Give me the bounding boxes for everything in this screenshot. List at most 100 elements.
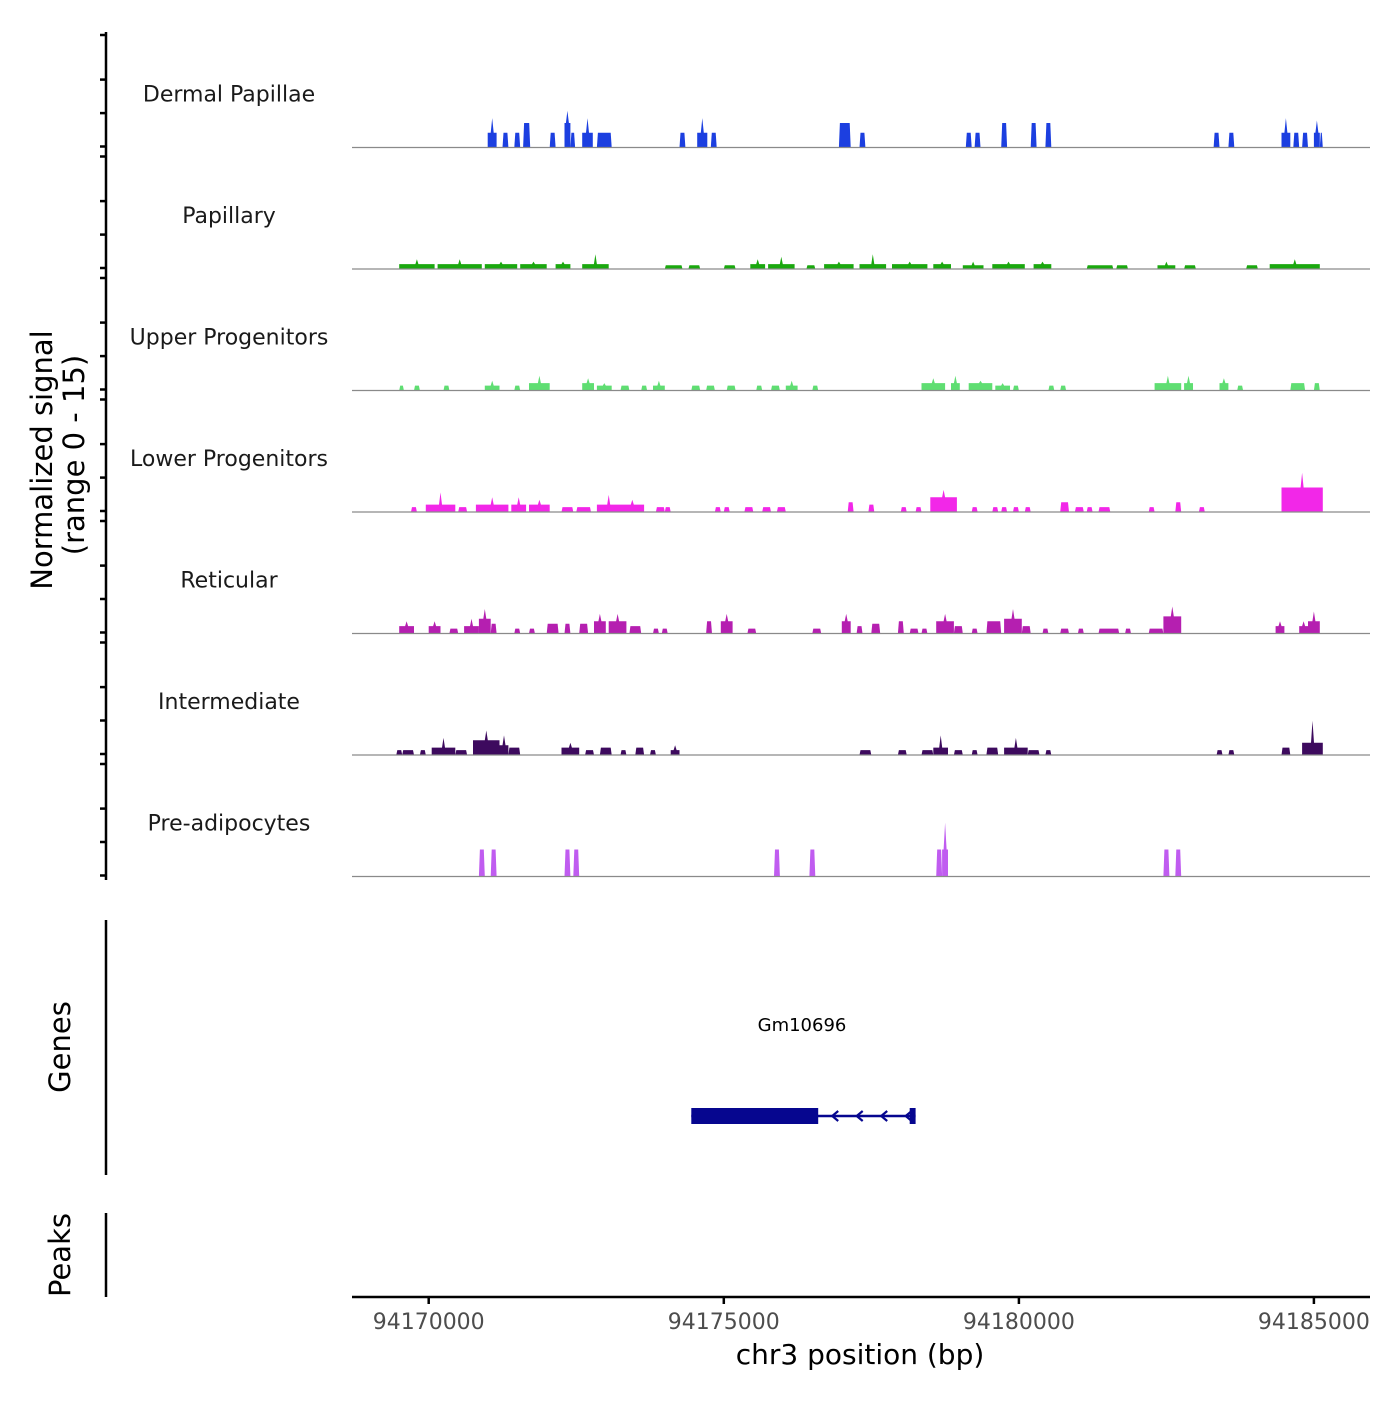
signal-area [859, 132, 866, 148]
signal-area [1275, 621, 1285, 634]
signal-area [776, 507, 786, 512]
x-tick-label: 94175000 [668, 1310, 780, 1335]
signal-area [856, 626, 863, 634]
signal-area [859, 750, 872, 755]
signal-area [664, 265, 683, 269]
signal-area [812, 628, 822, 634]
signal-area [1184, 375, 1193, 391]
signal-area [399, 621, 414, 634]
signal-area [1302, 132, 1308, 148]
signal-area [1060, 502, 1069, 512]
signal-area [771, 385, 780, 391]
signal-area [661, 628, 668, 634]
signal-area [688, 265, 701, 269]
x-tick-label: 94170000 [373, 1310, 485, 1335]
signal-area [1077, 628, 1084, 634]
track-upper-progenitors: Upper Progenitors [130, 326, 1370, 392]
signal-area [921, 628, 928, 634]
signal-area [679, 132, 686, 148]
signal-area [653, 380, 665, 391]
signal-area [706, 385, 715, 391]
signal-area [514, 385, 521, 391]
signal-area [458, 507, 468, 512]
signal-area [1319, 132, 1323, 148]
signal-area [596, 494, 621, 512]
signal-area [1154, 375, 1182, 391]
signal-area [487, 118, 497, 148]
peaks-panel-title: Peaks [43, 1213, 77, 1297]
signal-area [1281, 118, 1291, 148]
signal-area [921, 750, 934, 755]
signal-area [892, 261, 928, 269]
x-tick-label: 94180000 [963, 1310, 1075, 1335]
signal-area [484, 261, 518, 269]
signal-area [1302, 720, 1323, 755]
track-reticular: Reticular [180, 569, 1370, 635]
signal-area [962, 261, 984, 269]
signal-area [691, 385, 701, 391]
signal-area [573, 849, 580, 877]
signal-area [514, 132, 521, 148]
signal-area [608, 613, 627, 634]
signal-area [499, 735, 509, 755]
signal-area [561, 507, 574, 512]
signal-area [1219, 378, 1229, 391]
track-lower-progenitors: Lower Progenitors [130, 447, 1370, 513]
signal-area [971, 628, 978, 634]
signal-area [546, 623, 559, 634]
signal-area [1125, 628, 1131, 634]
signal-area [915, 507, 922, 512]
strand-arrow [879, 1110, 888, 1122]
signal-area [1004, 737, 1028, 755]
signal-area [620, 385, 630, 391]
signal-area [641, 385, 648, 391]
signal-area [747, 628, 757, 634]
gene-name-label: Gm10696 [758, 1015, 847, 1036]
gene-exon [691, 1108, 819, 1124]
signal-area [620, 750, 627, 755]
signal-area [809, 849, 816, 877]
x-axis-ticks: 94170000 94175000 94180000 94185000 [373, 1297, 1370, 1335]
track-intermediate: Intermediate [158, 690, 1370, 756]
signal-area [723, 265, 736, 269]
signal-area [635, 747, 645, 755]
signal-area [449, 628, 459, 634]
signal-area [1024, 507, 1031, 512]
signal-area [490, 849, 497, 877]
signal-area [812, 385, 819, 391]
signal-area [1086, 265, 1114, 269]
signal-area [995, 383, 1010, 391]
genes-panel: Gm10696 [691, 1015, 916, 1124]
signal-area [936, 849, 943, 877]
signal-area [762, 507, 771, 512]
signal-area [710, 132, 717, 148]
signal-area [396, 750, 403, 755]
signal-area [1213, 132, 1220, 148]
signal-area [594, 613, 606, 634]
signal-area [1013, 385, 1019, 391]
signal-area [443, 385, 450, 391]
signal-area [399, 385, 404, 391]
signal-area [986, 747, 999, 755]
signal-area [437, 259, 482, 269]
signal-area [897, 621, 904, 634]
signal-area [1001, 123, 1008, 148]
strand-arrow [854, 1110, 864, 1122]
signal-area [585, 750, 594, 755]
track-label: Lower Progenitors [130, 447, 328, 472]
signal-area [1228, 750, 1235, 755]
signal-area [871, 623, 881, 634]
signal-area [824, 261, 854, 269]
signal-area [744, 507, 754, 512]
signal-area [419, 750, 426, 755]
signal-area [953, 750, 963, 755]
signal-area [942, 822, 948, 877]
signal-area [576, 507, 591, 512]
signal-area [714, 507, 721, 512]
signal-area [933, 735, 948, 755]
signal-area [411, 507, 417, 512]
signal-area [529, 628, 535, 634]
signal-area [986, 621, 1002, 634]
signal-area [1148, 628, 1164, 634]
signal-area [1293, 132, 1300, 148]
